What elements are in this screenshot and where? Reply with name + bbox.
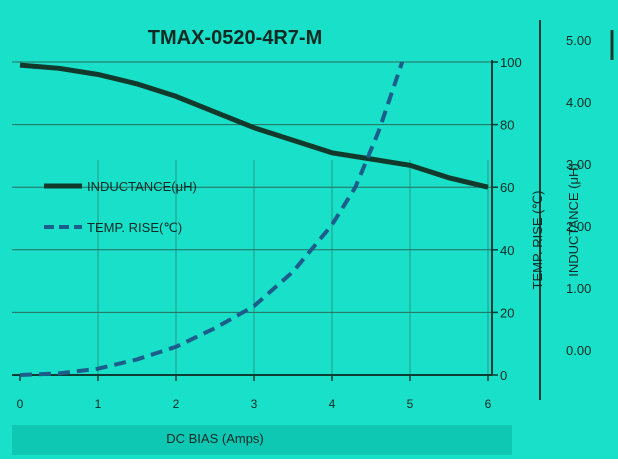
secondary-y-tick-label-1.00: 1.00 (566, 281, 591, 296)
legend-inductance-label: INDUCTANCE(μH) (87, 179, 197, 194)
secondary-y-tick-label-3.00: 3.00 (566, 157, 591, 172)
secondary-chart: 0.00 1.00 2.00 3.00 4.00 5.00 INDUCTANCE (μH) (539, 20, 614, 400)
x-tick-label-5: 5 (407, 397, 414, 411)
x-tick-label-6: 6 (485, 397, 492, 411)
secondary-y-tick-label-5.00: 5.00 (566, 33, 591, 48)
secondary-y-tick-label-4.00: 4.00 (566, 95, 591, 110)
inductance-series-line (19, 62, 489, 190)
x-axis-label: DC BIAS (Amps) (166, 431, 264, 446)
x-tick-label-2: 2 (173, 397, 180, 411)
y-tick-label-40: 40 (500, 243, 514, 258)
x-axis-ticks: 0 1 2 3 4 5 6 (17, 375, 492, 411)
x-tick-label-0: 0 (17, 397, 24, 411)
secondary-y-ticks: 0.00 1.00 2.00 3.00 4.00 5.00 (566, 33, 591, 358)
x-tick-label-4: 4 (329, 397, 336, 411)
chart-title: TMAX-0520-4R7-M (148, 27, 322, 49)
temp-rise-axis-label: TEMP. RISE (℃) (530, 191, 545, 290)
y-tick-label-100: 100 (500, 55, 522, 70)
legend-temp-rise-label: TEMP. RISE(℃) (87, 220, 182, 235)
secondary-y-tick-label-2.00: 2.00 (566, 219, 591, 234)
secondary-y-tick-label-0.00: 0.00 (566, 343, 591, 358)
right-y-axis-ticks: 0 20 40 60 80 100 (492, 55, 522, 383)
x-tick-label-3: 3 (251, 397, 258, 411)
legend: INDUCTANCE(μH) TEMP. RISE(℃) (44, 179, 197, 235)
x-axis-label-band (12, 425, 512, 455)
x-tick-label-1: 1 (95, 397, 102, 411)
y-tick-label-60: 60 (500, 180, 514, 195)
secondary-y-axis-label: INDUCTANCE (μH) (566, 163, 581, 276)
y-tick-label-0: 0 (500, 368, 507, 383)
y-tick-label-80: 80 (500, 118, 514, 133)
y-tick-label-20: 20 (500, 305, 514, 320)
